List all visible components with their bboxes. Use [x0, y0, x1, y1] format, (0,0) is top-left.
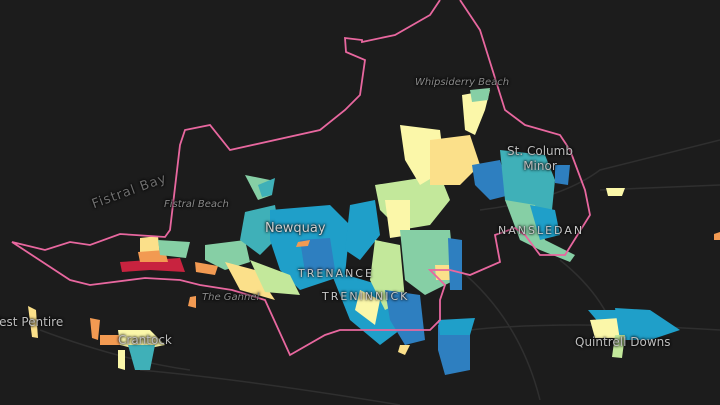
- boundary-outline: [11, 0, 591, 357]
- choropleth-areas: [28, 88, 720, 375]
- label-nansledan: NANSLEDAN: [498, 224, 585, 237]
- label-crantock: Crantock: [118, 333, 172, 347]
- label-whipsiderry-beach: Whipsiderry Beach: [415, 77, 510, 88]
- label-treninnick: TRENINNICK: [322, 290, 410, 303]
- label-fistral-beach: Fistral Beach: [164, 199, 229, 210]
- label-west-pentire: West Pentire: [0, 315, 64, 329]
- label-quintrell-downs: Quintrell Downs: [575, 335, 671, 349]
- label-the-gannel: The Gannel: [202, 292, 260, 303]
- label-trenance: TRENANCE: [298, 267, 374, 280]
- label-newquay: Newquay: [265, 221, 326, 236]
- label-st-columb-minor: St. Columb Minor: [507, 144, 573, 173]
